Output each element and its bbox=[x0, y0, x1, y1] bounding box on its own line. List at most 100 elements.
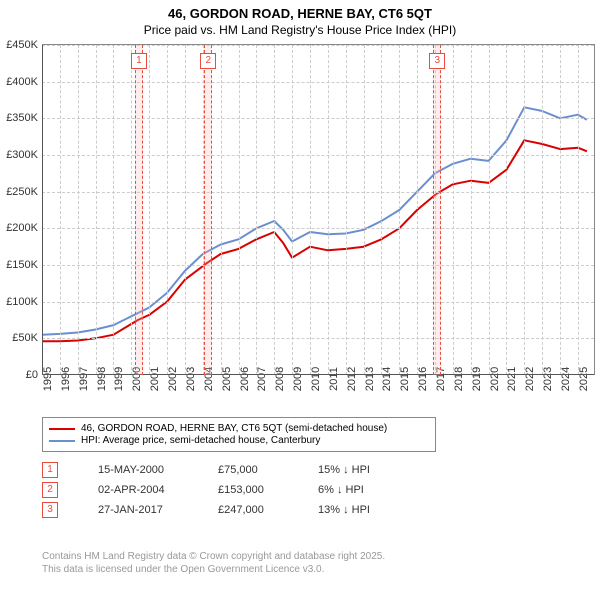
sales-pct: 6% ↓ HPI bbox=[318, 484, 408, 496]
x-tick-label: 2025 bbox=[578, 367, 590, 391]
y-tick-label: £200K bbox=[6, 222, 38, 234]
x-tick-label: 2016 bbox=[417, 367, 429, 391]
grid-line-v bbox=[399, 45, 400, 375]
x-tick-label: 2010 bbox=[310, 367, 322, 391]
grid-line-h bbox=[42, 265, 594, 266]
x-tick-label: 2003 bbox=[185, 367, 197, 391]
x-tick-label: 1999 bbox=[113, 367, 125, 391]
y-tick-label: £0 bbox=[26, 369, 38, 381]
grid-line-v bbox=[310, 45, 311, 375]
marker-band: 3 bbox=[433, 45, 441, 375]
y-tick-label: £400K bbox=[6, 76, 38, 88]
footer-attribution: Contains HM Land Registry data © Crown c… bbox=[42, 550, 385, 576]
sales-table: 115-MAY-2000£75,00015% ↓ HPI202-APR-2004… bbox=[42, 460, 408, 520]
sales-row: 115-MAY-2000£75,00015% ↓ HPI bbox=[42, 460, 408, 480]
sales-date: 02-APR-2004 bbox=[98, 484, 208, 496]
grid-line-v bbox=[453, 45, 454, 375]
y-tick-label: £350K bbox=[6, 112, 38, 124]
chart-plot-area: £0£50K£100K£150K£200K£250K£300K£350K£400… bbox=[42, 44, 595, 375]
grid-line-v bbox=[167, 45, 168, 375]
grid-line-v bbox=[239, 45, 240, 375]
chart-subtitle: Price paid vs. HM Land Registry's House … bbox=[0, 23, 600, 41]
x-tick-label: 2002 bbox=[167, 367, 179, 391]
legend-row: 46, GORDON ROAD, HERNE BAY, CT6 5QT (sem… bbox=[49, 423, 429, 434]
grid-line-v bbox=[256, 45, 257, 375]
x-tick-label: 2008 bbox=[274, 367, 286, 391]
grid-line-v bbox=[149, 45, 150, 375]
marker-badge: 3 bbox=[429, 53, 445, 69]
grid-line-v bbox=[346, 45, 347, 375]
sales-date: 27-JAN-2017 bbox=[98, 504, 208, 516]
grid-line-h bbox=[42, 118, 594, 119]
grid-line-v bbox=[542, 45, 543, 375]
sales-badge: 3 bbox=[42, 502, 58, 518]
series-line-subject bbox=[42, 140, 587, 341]
x-tick-label: 2001 bbox=[149, 367, 161, 391]
grid-line-v bbox=[471, 45, 472, 375]
x-tick-label: 2005 bbox=[221, 367, 233, 391]
y-tick-label: £50K bbox=[12, 332, 38, 344]
sales-row: 327-JAN-2017£247,00013% ↓ HPI bbox=[42, 500, 408, 520]
grid-line-v bbox=[113, 45, 114, 375]
series-line-hpi bbox=[42, 107, 587, 334]
y-tick-label: £450K bbox=[6, 39, 38, 51]
x-tick-label: 2022 bbox=[524, 367, 536, 391]
sales-price: £153,000 bbox=[218, 484, 308, 496]
sales-badge: 1 bbox=[42, 462, 58, 478]
footer-line2: This data is licensed under the Open Gov… bbox=[42, 563, 385, 576]
grid-line-v bbox=[78, 45, 79, 375]
grid-line-v bbox=[578, 45, 579, 375]
legend-label: HPI: Average price, semi-detached house,… bbox=[81, 435, 320, 446]
x-tick-label: 2009 bbox=[292, 367, 304, 391]
legend-swatch bbox=[49, 440, 75, 442]
sales-pct: 15% ↓ HPI bbox=[318, 464, 408, 476]
grid-line-h bbox=[42, 155, 594, 156]
grid-line-h bbox=[42, 192, 594, 193]
x-tick-label: 2024 bbox=[560, 367, 572, 391]
legend-swatch bbox=[49, 428, 75, 430]
marker-band: 1 bbox=[135, 45, 143, 375]
grid-line-v bbox=[560, 45, 561, 375]
grid-line-v bbox=[96, 45, 97, 375]
sales-price: £75,000 bbox=[218, 464, 308, 476]
x-tick-label: 2012 bbox=[346, 367, 358, 391]
x-tick-label: 2018 bbox=[453, 367, 465, 391]
grid-line-v bbox=[506, 45, 507, 375]
grid-line-v bbox=[292, 45, 293, 375]
legend-label: 46, GORDON ROAD, HERNE BAY, CT6 5QT (sem… bbox=[81, 423, 387, 434]
x-tick-label: 1995 bbox=[42, 367, 54, 391]
grid-line-v bbox=[381, 45, 382, 375]
footer-line1: Contains HM Land Registry data © Crown c… bbox=[42, 550, 385, 563]
y-tick-label: £250K bbox=[6, 186, 38, 198]
y-tick-label: £100K bbox=[6, 296, 38, 308]
y-axis-line bbox=[42, 45, 43, 375]
grid-line-v bbox=[131, 45, 132, 375]
marker-badge: 1 bbox=[131, 53, 147, 69]
grid-line-v bbox=[524, 45, 525, 375]
grid-line-v bbox=[364, 45, 365, 375]
grid-line-v bbox=[328, 45, 329, 375]
chart-lines-svg bbox=[42, 45, 594, 375]
x-tick-label: 1996 bbox=[60, 367, 72, 391]
x-tick-label: 2011 bbox=[328, 367, 340, 391]
sales-row: 2 02-APR-2004 £153,000 6% ↓ HPI bbox=[42, 480, 408, 500]
x-tick-label: 2006 bbox=[239, 367, 251, 391]
grid-line-v bbox=[274, 45, 275, 375]
x-tick-label: 2013 bbox=[364, 367, 376, 391]
x-tick-label: 2020 bbox=[489, 367, 501, 391]
grid-line-v bbox=[417, 45, 418, 375]
sales-pct: 13% ↓ HPI bbox=[318, 504, 408, 516]
grid-line-h bbox=[42, 45, 594, 46]
marker-badge: 2 bbox=[200, 53, 216, 69]
grid-line-h bbox=[42, 82, 594, 83]
x-tick-label: 1998 bbox=[96, 367, 108, 391]
x-tick-label: 2019 bbox=[471, 367, 483, 391]
legend-row: HPI: Average price, semi-detached house,… bbox=[49, 435, 429, 446]
x-tick-label: 2015 bbox=[399, 367, 411, 391]
marker-band: 2 bbox=[204, 45, 212, 375]
sales-badge: 2 bbox=[42, 482, 58, 498]
grid-line-v bbox=[489, 45, 490, 375]
y-tick-label: £300K bbox=[6, 149, 38, 161]
x-tick-label: 1997 bbox=[78, 367, 90, 391]
x-axis-line bbox=[42, 374, 594, 375]
